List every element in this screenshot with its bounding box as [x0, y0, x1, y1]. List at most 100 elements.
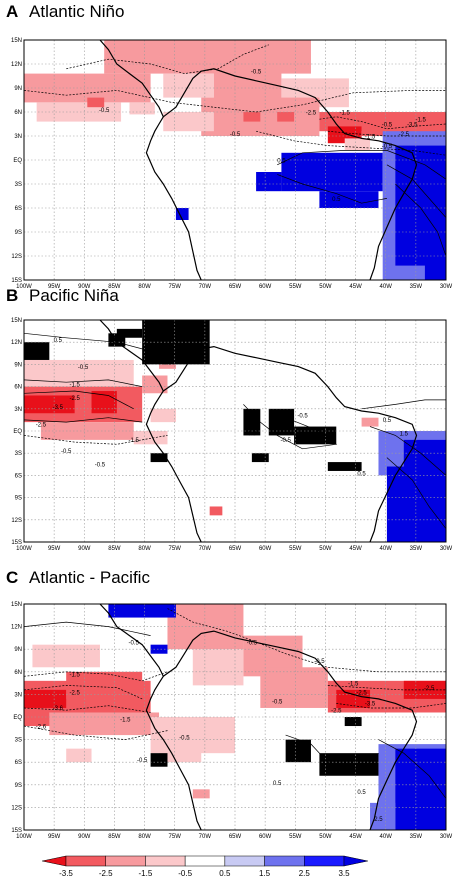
- negative-anomaly-cell: [150, 408, 176, 423]
- lat-tick-label: 3S: [15, 451, 22, 457]
- contour-lines: [23, 44, 447, 257]
- lat-tick-label: 9N: [14, 362, 22, 368]
- lon-tick-label: 30W: [440, 284, 453, 290]
- contour-line: [378, 739, 447, 799]
- contour-label: 0.5: [357, 790, 366, 796]
- contour-label: -0.5: [129, 641, 140, 647]
- coastline-path: [162, 630, 418, 831]
- contour-label: -0.5: [179, 736, 190, 742]
- lon-tick-label: 85W: [108, 284, 121, 290]
- contour-line: [23, 417, 143, 423]
- lon-tick-label: 75W: [169, 546, 182, 552]
- lon-tick-label: 35W: [410, 284, 423, 290]
- negative-anomaly-cell: [213, 68, 282, 103]
- colorbar-label: 1.5: [259, 869, 271, 878]
- lat-tick-label: 6S: [15, 760, 22, 766]
- lon-tick-label: 40W: [380, 546, 393, 552]
- lon-tick-label: 70W: [199, 834, 212, 840]
- positive-anomaly-cell: [319, 191, 379, 208]
- negative-anomaly-cell: [66, 748, 92, 763]
- lon-tick-label: 35W: [410, 834, 423, 840]
- grid-lines: [24, 40, 446, 280]
- contour-label: -0.5: [251, 70, 262, 76]
- contour-label: -0.5: [382, 122, 393, 128]
- positive-anomaly-cell: [285, 739, 311, 763]
- contour-label: -2.5: [69, 690, 80, 696]
- lat-tick-label: 6S: [15, 473, 22, 479]
- colorbar-segment: [184, 855, 226, 867]
- colorbar-label: -2.5: [99, 869, 113, 878]
- contour-line: [23, 435, 168, 445]
- contour-line: [361, 399, 446, 410]
- colorbar-label: -1.5: [139, 869, 153, 878]
- lat-tick-label: 3N: [14, 692, 22, 698]
- lat-tick-label: 6N: [14, 385, 22, 391]
- negative-anomaly-cell: [361, 417, 379, 427]
- lon-tick-label: 45W: [349, 546, 362, 552]
- contour-label: -0.5: [61, 449, 72, 455]
- coastline-path: [99, 319, 202, 543]
- panel-c-letter: C: [6, 568, 19, 587]
- lon-tick-label: 40W: [380, 284, 393, 290]
- contour-line: [256, 130, 447, 156]
- contour-line: [23, 90, 446, 113]
- positive-anomaly-cell: [108, 604, 176, 618]
- contour-label: -3.6: [53, 706, 64, 712]
- contour-label: 0.5: [273, 781, 282, 787]
- colorbar-label: -0.5: [178, 869, 192, 878]
- lat-tick-label: 6N: [14, 110, 22, 116]
- colorbar-min-arrow: [42, 855, 67, 867]
- negative-anomaly-cell: [260, 667, 328, 708]
- contour-labels: -0.5 -0.5 -0.5 -1.5 -1.5 -2.5 -0.5 -3.5 -2.5 -1.5…: [99, 70, 427, 203]
- anomaly-shading: [24, 604, 446, 830]
- lon-tick-label: 65W: [229, 546, 242, 552]
- lat-tick-label: 12N: [11, 62, 22, 68]
- contour-label: -1.5: [416, 118, 427, 124]
- lon-tick-label: 50W: [319, 284, 332, 290]
- contour-label: -2.5: [424, 686, 435, 692]
- contour-line: [277, 174, 387, 204]
- contour-line: [285, 734, 379, 772]
- lon-tick-label: 50W: [319, 834, 332, 840]
- positive-anomaly-cell: [395, 748, 446, 830]
- contour-label: -2.5: [36, 423, 47, 429]
- lon-tick-label: 60W: [259, 834, 272, 840]
- negative-anomaly-cell: [336, 689, 371, 708]
- lat-tick-label: 3S: [15, 182, 22, 188]
- lon-tick-label: 100W: [16, 284, 32, 290]
- contour-label: -1.5: [129, 438, 140, 444]
- negative-anomaly-cell: [32, 644, 100, 668]
- contour-label: 0.5: [383, 418, 392, 424]
- lat-tick-label: 3N: [14, 134, 22, 140]
- positive-anomaly-cell: [150, 644, 168, 654]
- contour-line: [386, 164, 447, 218]
- map-frame: [23, 319, 447, 543]
- negative-anomaly-cell: [163, 112, 214, 132]
- contour-label: 0.5: [248, 431, 257, 437]
- contour-line: [23, 685, 143, 700]
- contour-label: -0.5: [272, 699, 283, 705]
- panel-b-letter: B: [6, 286, 19, 305]
- contour-label: -0.5: [247, 641, 258, 647]
- lon-tick-label: 70W: [199, 284, 212, 290]
- lat-tick-label: 15S: [11, 828, 22, 834]
- contour-label: 0.5: [277, 158, 286, 164]
- colorbar: -3.5 -2.5 -1.5 -0.5 0.5 1.5 2.5 3.5: [42, 855, 368, 878]
- panel-b-title: B Pacific Niña: [6, 286, 119, 306]
- negative-anomaly-cell: [36, 102, 122, 122]
- lon-tick-label: 30W: [440, 546, 453, 552]
- colorbar-max-arrow: [343, 855, 368, 867]
- positive-anomaly-cell: [116, 328, 143, 338]
- negative-anomaly-cell: [142, 375, 168, 394]
- lon-tick-label: 80W: [138, 284, 151, 290]
- panel-c-title: C Atlantic - Pacific: [6, 568, 150, 588]
- lon-tick-label: 100W: [16, 834, 32, 840]
- contour-label: -0.5: [137, 758, 148, 764]
- map-panel-c: -0.5 -1.5 -2.5 -3.6 -2.6 -1.5 -0.5 -0.5 -0.5 -1.5…: [11, 602, 453, 840]
- positive-anomaly-cell: [24, 342, 50, 360]
- lat-tick-label: EQ: [13, 158, 22, 164]
- negative-anomaly-cell: [24, 395, 75, 414]
- lon-tick-label: 40W: [380, 834, 393, 840]
